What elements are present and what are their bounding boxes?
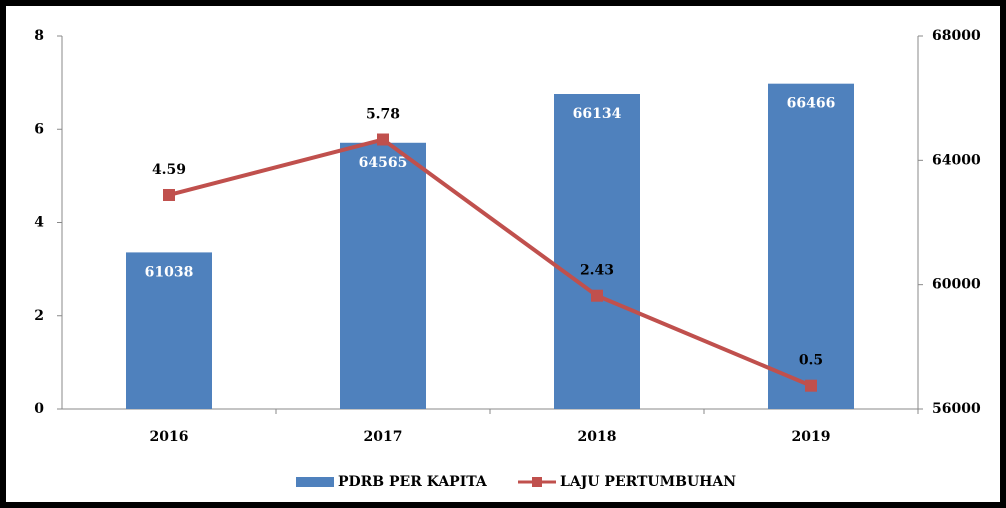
y2-tick-label: 68000 <box>932 28 981 44</box>
bar <box>768 83 854 410</box>
y-tick-label: 4 <box>34 215 44 231</box>
y2-tick-label: 56000 <box>932 401 981 417</box>
bar <box>554 94 640 410</box>
y-tick-label: 6 <box>34 121 44 137</box>
x-tick-label: 2016 <box>150 429 189 445</box>
legend-label: LAJU PERTUMBUHAN <box>560 474 736 490</box>
line-marker <box>163 188 175 201</box>
line-value-label: 5.78 <box>366 107 400 123</box>
y2-tick-label: 64000 <box>932 152 981 168</box>
y-tick-label: 8 <box>34 28 44 44</box>
y2-tick-label: 60000 <box>932 277 981 293</box>
legend-label: PDRB PER KAPITA <box>338 474 488 490</box>
x-tick-label: 2018 <box>578 429 617 445</box>
bar-value-label: 64565 <box>359 155 408 171</box>
line-marker <box>591 289 603 302</box>
x-tick-label: 2017 <box>364 429 403 445</box>
line-marker <box>805 379 817 392</box>
bar-value-label: 66466 <box>787 96 836 112</box>
line-marker <box>377 133 389 146</box>
line-value-label: 4.59 <box>152 162 186 178</box>
bar <box>126 252 212 409</box>
y-tick-label: 0 <box>34 401 44 417</box>
line-value-label: 2.43 <box>580 263 614 279</box>
legend-marker <box>532 477 542 487</box>
line <box>168 137 812 388</box>
bar-value-label: 66134 <box>573 106 622 122</box>
bar <box>340 142 426 410</box>
legend-swatch <box>296 477 334 487</box>
x-tick-label: 2019 <box>792 429 831 445</box>
bar-value-label: 61038 <box>145 264 194 280</box>
y-tick-label: 2 <box>34 308 44 324</box>
line-value-label: 0.5 <box>799 353 823 369</box>
